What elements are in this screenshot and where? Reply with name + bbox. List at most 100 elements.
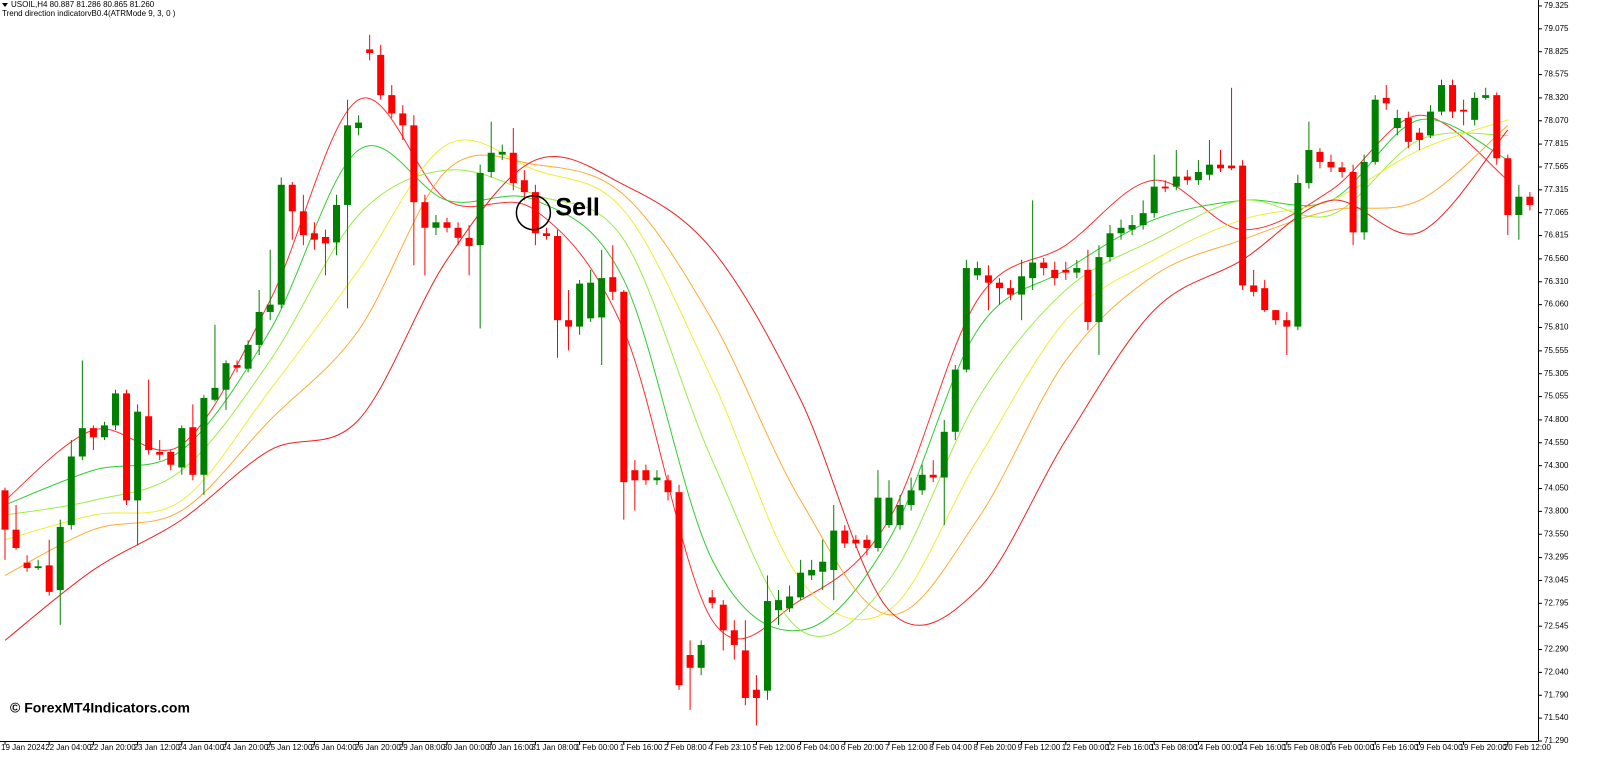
candle-body [1007, 288, 1015, 295]
candle-body [830, 530, 838, 570]
candle-body [863, 539, 871, 548]
x-tick-label: 12 Feb 00:00 [1062, 743, 1110, 752]
candle-body [1194, 171, 1202, 181]
x-tick-label: 6 Feb 20:00 [841, 743, 884, 752]
y-tick-label: 73.295 [1544, 553, 1569, 562]
candle-body [1438, 85, 1445, 112]
candle-body [1150, 186, 1158, 214]
candle-body [56, 526, 64, 591]
candle-body [266, 304, 274, 312]
y-tick-label: 75.555 [1544, 346, 1569, 355]
candle-body [100, 425, 108, 438]
candle-body [410, 125, 418, 203]
candle-body [200, 397, 208, 475]
candle-body [686, 655, 694, 668]
y-tick-label: 72.545 [1544, 621, 1569, 630]
y-tick-label: 75.810 [1544, 323, 1569, 332]
x-tick-label: 29 Jan 08:00 [399, 743, 446, 752]
candle-body [377, 54, 385, 96]
candle-body [697, 644, 705, 668]
candle-body [786, 596, 794, 609]
candle-body [841, 530, 849, 544]
candle-body [1482, 95, 1490, 98]
candle-body [1, 490, 9, 530]
candle-body [808, 569, 816, 576]
candle-body [211, 387, 219, 400]
candle-body [819, 561, 827, 572]
x-tick-label: 26 Jan 04:00 [310, 743, 357, 752]
candle-body [45, 565, 53, 592]
candle-body [432, 222, 440, 228]
candle-body [134, 411, 142, 501]
y-tick-label: 77.565 [1544, 162, 1569, 171]
candle-body [1272, 310, 1280, 321]
x-tick-label: 4 Feb 23:10 [708, 743, 751, 752]
y-tick-label: 73.045 [1544, 576, 1569, 585]
candle-body [951, 369, 959, 432]
candle-body [1128, 225, 1136, 230]
candle-body [34, 566, 42, 569]
candle-body [156, 451, 164, 455]
y-tick-label: 72.795 [1544, 598, 1569, 607]
candle-body [1040, 262, 1048, 269]
x-tick-label: 16 Feb 16:00 [1371, 743, 1419, 752]
y-tick-label: 74.550 [1544, 438, 1569, 447]
candle-body [1426, 111, 1434, 136]
candle-body [23, 562, 31, 569]
candle-body [996, 282, 1003, 289]
x-tick-label: 13 Feb 08:00 [1150, 743, 1198, 752]
candle-body [918, 474, 926, 491]
candle-body [554, 236, 561, 321]
candle-body [609, 277, 617, 292]
candle-body [310, 233, 318, 240]
candle-body [642, 470, 650, 481]
y-tick-label: 72.040 [1544, 667, 1569, 676]
candle-body [852, 539, 860, 544]
plot-area [1, 34, 1534, 726]
candle-body [1471, 97, 1479, 120]
candle-body [620, 291, 628, 483]
candle-body [1051, 269, 1059, 279]
x-tick-label: 14 Feb 00:00 [1194, 743, 1242, 752]
x-tick-label: 8 Feb 04:00 [929, 743, 972, 752]
y-tick-label: 76.060 [1544, 300, 1569, 309]
x-tick-label: 7 Feb 12:00 [885, 743, 928, 752]
x-tick-label: 1 Feb 00:00 [576, 743, 619, 752]
y-tick-label: 73.550 [1544, 529, 1569, 538]
candle-body [1139, 213, 1147, 226]
candle-body [1106, 233, 1114, 258]
y-tick-label: 71.290 [1544, 736, 1569, 745]
x-tick-label: 14 Feb 16:00 [1239, 743, 1287, 752]
candle-body [587, 282, 595, 319]
signal-circle [515, 194, 552, 231]
candle-body [277, 184, 285, 305]
x-tick-label: 1 Feb 16:00 [620, 743, 663, 752]
indicator-line [4, 119, 1508, 621]
candle-body [1250, 285, 1258, 292]
x-tick-label: 15 Feb 08:00 [1283, 743, 1331, 752]
candle-body [487, 152, 495, 172]
candle-body [321, 236, 329, 244]
y-tick-label: 78.825 [1544, 47, 1569, 56]
menu-triangle[interactable] [2, 3, 8, 7]
candle-body [1360, 161, 1368, 233]
x-tick-label: 30 Jan 00:00 [443, 743, 490, 752]
candle-body [1338, 167, 1346, 172]
candle-body [719, 604, 727, 631]
candle-body [940, 431, 948, 478]
x-tick-label: 19 Feb 04:00 [1415, 743, 1463, 752]
y-tick-label: 72.290 [1544, 645, 1569, 654]
indicator-label: Trend direction indicatorvB0.4(ATRMode 9… [2, 9, 176, 18]
candle-body [1217, 164, 1224, 169]
x-tick-label: 22 Jan 20:00 [89, 743, 136, 752]
candle-body [1117, 227, 1125, 234]
x-tick-label: 20 Feb 12:00 [1504, 743, 1552, 752]
y-tick-label: 75.305 [1544, 369, 1569, 378]
y-tick-label: 77.815 [1544, 139, 1569, 148]
candle-body [741, 650, 749, 699]
candle-body [1261, 288, 1269, 311]
x-tick-label: 24 Jan 04:00 [178, 743, 225, 752]
candle-body [1316, 151, 1324, 162]
